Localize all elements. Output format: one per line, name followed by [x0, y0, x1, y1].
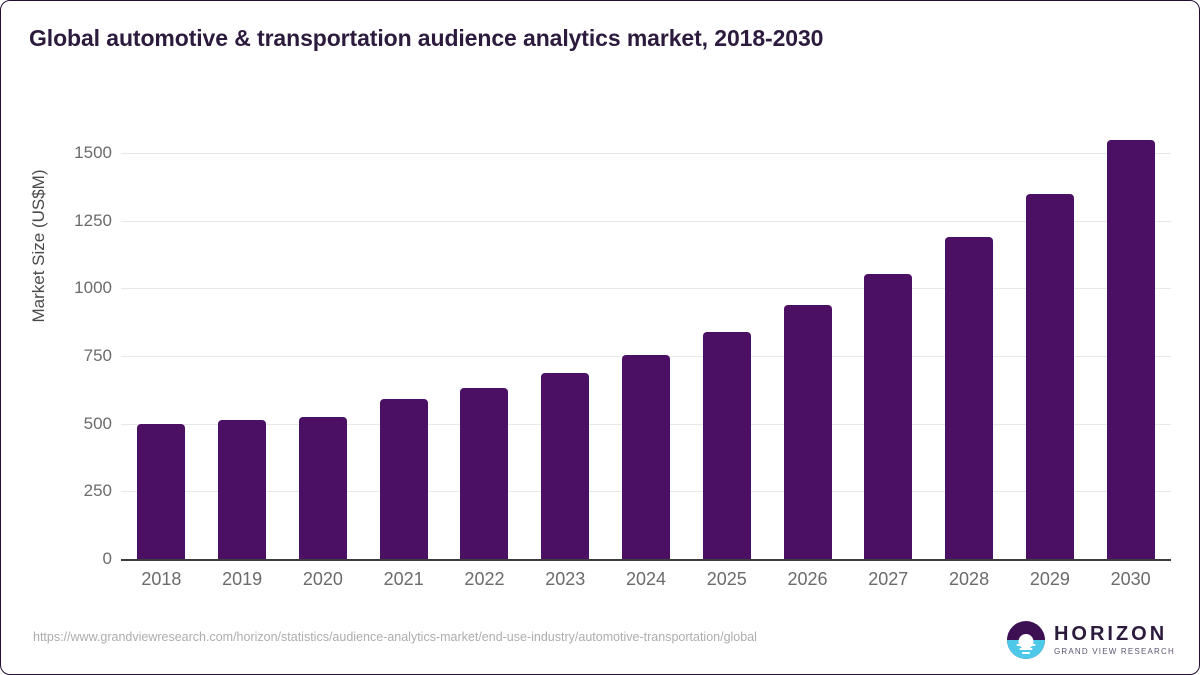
bar-2025[interactable]: [702, 331, 751, 559]
x-axis-tick-label: 2020: [302, 569, 343, 589]
y-axis-tick-label: 1500: [74, 143, 112, 163]
gridline: [121, 288, 1171, 290]
bar-2027[interactable]: [864, 274, 913, 559]
sun-icon: [1018, 633, 1034, 649]
source-url[interactable]: https://www.grandviewresearch.com/horizo…: [33, 630, 757, 644]
bar-slot: [1090, 126, 1171, 559]
x-axis-tick-label: 2023: [545, 569, 586, 589]
bar-2019[interactable]: [218, 420, 267, 559]
bar-slot: [121, 126, 202, 559]
y-axis-tick-label: 750: [83, 346, 112, 366]
page-title: Global automotive & transportation audie…: [29, 25, 824, 51]
y-axis-tick-label: 250: [83, 481, 112, 501]
bar-slot: [929, 126, 1010, 559]
logo-name: HORIZON: [1053, 623, 1168, 645]
y-axis-tick-label: 0: [102, 549, 112, 568]
horizon-line-1-icon: [1016, 644, 1036, 647]
bar-slot: [606, 126, 687, 559]
bar-2029[interactable]: [1025, 194, 1074, 559]
x-axis-tick-label: 2029: [1029, 569, 1070, 589]
bar-2021[interactable]: [379, 399, 428, 559]
logo-tagline: GRAND VIEW RESEARCH: [1053, 647, 1175, 656]
x-axis-tick-label: 2026: [787, 569, 828, 589]
bar-slot: [686, 126, 767, 559]
x-axis-tick-label: 2027: [868, 569, 909, 589]
bar-slot: [202, 126, 283, 559]
x-axis-tick-label: 2019: [222, 569, 263, 589]
bar-2030[interactable]: [1106, 140, 1155, 559]
y-axis-title: Market Size (US$M): [29, 169, 48, 323]
x-axis-tick-label: 2021: [383, 569, 424, 589]
horizon-line-3-icon: [1021, 652, 1030, 655]
bar-2020[interactable]: [298, 417, 347, 559]
x-axis-tick-label: 2022: [464, 569, 505, 589]
bar-2024[interactable]: [621, 354, 670, 559]
bar-2018[interactable]: [137, 424, 186, 559]
x-axis-tick-label: 2028: [949, 569, 990, 589]
bar-slot: [525, 126, 606, 559]
horizon-logo-icon: [1006, 621, 1045, 659]
bar-slot: [767, 126, 848, 559]
horizon-logo: HORIZON GRAND VIEW RESEARCH: [1006, 621, 1175, 659]
bar-2023[interactable]: [541, 372, 590, 559]
bar-slot: [1009, 126, 1090, 559]
x-axis-line: [121, 559, 1171, 561]
bar-series: [121, 126, 1171, 559]
gridline: [121, 220, 1171, 222]
bar-2026[interactable]: [783, 305, 832, 559]
x-axis-tick-label: 2025: [706, 569, 747, 589]
gridline: [121, 153, 1171, 155]
y-axis-tick-label: 1000: [74, 278, 112, 298]
x-axis-tick-label: 2018: [141, 569, 182, 589]
logo-text: HORIZON GRAND VIEW RESEARCH: [1054, 624, 1175, 656]
y-axis-tick-label: 500: [83, 413, 112, 433]
horizon-line-2-icon: [1019, 648, 1033, 651]
bar-2028[interactable]: [945, 236, 994, 559]
bar-slot: [363, 126, 444, 559]
bar-slot: [444, 126, 525, 559]
bar-slot: [848, 126, 929, 559]
x-axis-tick-label: 2024: [625, 569, 667, 589]
bar-2022[interactable]: [460, 387, 509, 559]
bar-slot: [283, 126, 364, 559]
x-axis-tick-label: 2030: [1110, 569, 1151, 589]
y-axis-tick-label: 1250: [74, 210, 112, 230]
